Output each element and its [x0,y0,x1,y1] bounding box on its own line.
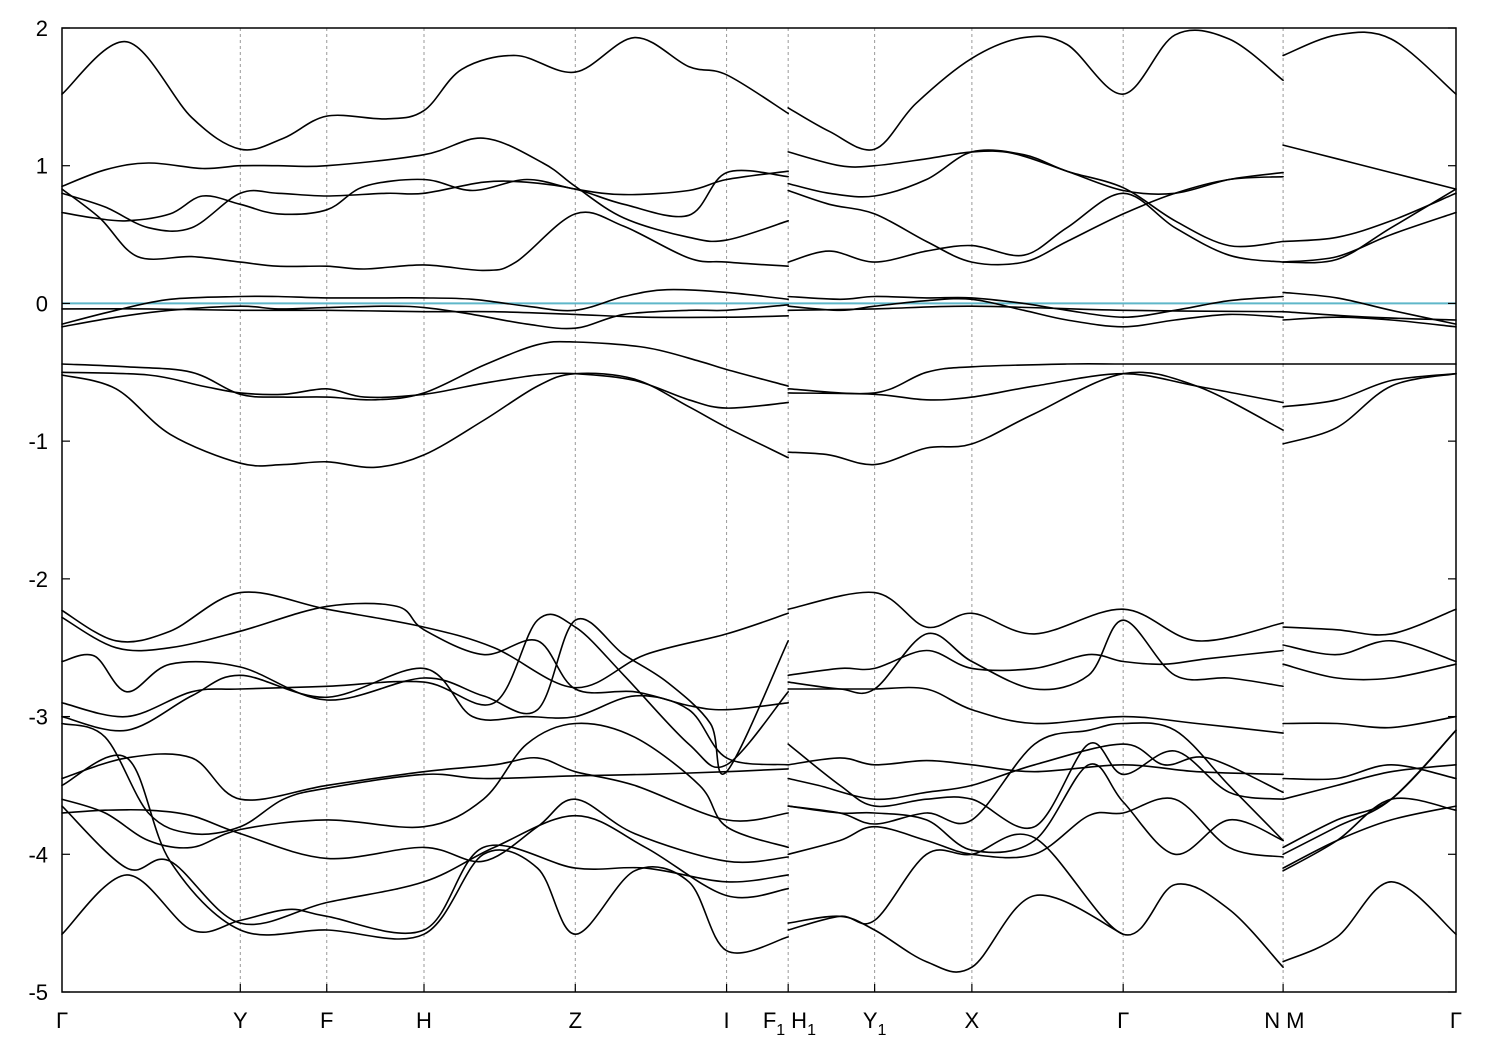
band-line [1282,764,1457,800]
band-line [61,308,789,319]
band-line [1282,729,1457,856]
band-line [61,754,789,954]
x-tick-label: F [320,1008,333,1033]
band-line [1282,663,1457,681]
band-line [1282,372,1457,445]
band-line [61,844,789,935]
band-line [787,363,1284,395]
band-line [1282,764,1457,781]
band-line [61,617,789,775]
band-line [61,340,789,401]
band-line [787,722,1284,842]
y-tick-label: 2 [36,16,48,41]
y-tick-label: -5 [28,980,48,1005]
band-line [787,175,1284,266]
band-line [787,757,1284,776]
band-line [787,149,1284,248]
band-line [787,192,1284,263]
band-line [61,304,789,330]
band-line [787,371,1284,466]
band-curves [61,29,1457,973]
band-line [61,36,789,151]
band-line [1282,316,1457,328]
x-tick-subscript: 1 [776,1022,785,1039]
band-line [787,763,1284,856]
band-line [787,29,1284,151]
x-tick-label: Γ [56,1008,68,1033]
band-line [1282,372,1457,408]
band-line [1282,805,1457,869]
band-line [61,667,789,766]
band-line [787,649,1284,677]
x-tick-subscript: 1 [807,1022,816,1039]
y-tick-label: 0 [36,291,48,316]
band-line [1282,797,1457,872]
band-line [1282,188,1457,264]
band-line [787,295,1284,318]
band-line [61,372,789,469]
x-tick-label: Γ [1450,1008,1462,1033]
band-line [1282,639,1457,663]
x-tick-label: F1 [763,1008,785,1039]
x-tick-label: H [416,1008,432,1033]
x-tick-label: Y [233,1008,248,1033]
y-tick-label: -1 [28,429,48,454]
y-axis: -5 -4 -3 -2 -1 0 1 2 [28,16,1456,1005]
band-line [1282,31,1457,95]
vertical-grid-lines [239,28,1284,992]
band-line [787,619,1284,695]
band-line [787,797,1284,859]
band-line [61,137,789,243]
x-tick-label: X [965,1008,980,1033]
band-line [61,170,789,222]
band-line [61,805,789,926]
band-line [1282,310,1457,321]
band-line [61,602,789,711]
y-tick-label: -3 [28,705,48,730]
x-tick-label: Γ [1117,1008,1129,1033]
band-line [787,297,1284,328]
band-line [1282,729,1457,849]
plot-frame [61,27,1457,993]
band-line [787,591,1284,642]
band-line [61,169,789,232]
y-tick-label: -4 [28,842,48,867]
band-line [61,722,789,849]
x-tick-label: Y1 [863,1008,887,1039]
band-line [61,798,789,864]
band-line [61,753,789,822]
band-line [1282,144,1457,190]
x-tick-label: M [1286,1008,1304,1033]
band-line [787,742,1284,830]
band-line [1282,715,1457,729]
band-line [1282,192,1457,243]
x-tick-label: I [724,1008,730,1033]
band-line [787,894,1124,973]
y-tick-label: 1 [36,154,48,179]
band-line [787,686,1284,734]
band-line [61,371,789,409]
band-line [1282,608,1457,636]
band-line [61,188,789,272]
band-line [1282,211,1457,263]
x-tick-label: H1 [791,1008,816,1039]
y-tick-label: -2 [28,567,48,592]
band-line [787,372,1284,404]
band-line [61,288,789,325]
band-line [1282,880,1457,963]
x-tick-label: Z [569,1008,582,1033]
band-line [787,305,1284,313]
band-line [61,613,789,769]
band-line [61,722,789,836]
x-tick-subscript: 1 [878,1022,887,1039]
band-line [61,591,789,689]
x-tick-label: N [1264,1008,1280,1033]
